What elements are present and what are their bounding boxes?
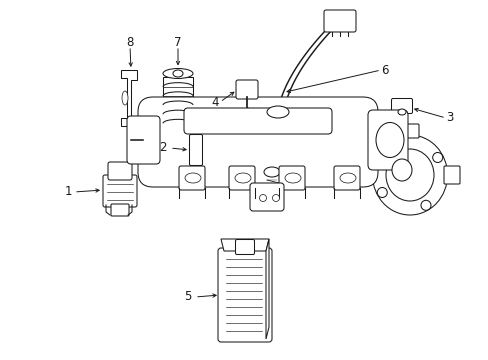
- Ellipse shape: [266, 106, 288, 118]
- FancyBboxPatch shape: [179, 166, 204, 190]
- FancyBboxPatch shape: [324, 10, 355, 32]
- FancyBboxPatch shape: [111, 204, 129, 216]
- Ellipse shape: [397, 109, 405, 115]
- Polygon shape: [221, 239, 268, 251]
- Ellipse shape: [163, 68, 193, 78]
- Polygon shape: [246, 110, 259, 124]
- FancyBboxPatch shape: [391, 99, 412, 113]
- Ellipse shape: [372, 135, 447, 215]
- FancyBboxPatch shape: [249, 183, 284, 211]
- Text: 6: 6: [381, 63, 388, 77]
- Ellipse shape: [259, 194, 266, 202]
- FancyBboxPatch shape: [103, 175, 137, 207]
- FancyBboxPatch shape: [183, 108, 331, 134]
- FancyBboxPatch shape: [367, 110, 407, 170]
- FancyBboxPatch shape: [172, 131, 183, 144]
- FancyBboxPatch shape: [279, 166, 305, 190]
- Ellipse shape: [377, 188, 386, 198]
- FancyBboxPatch shape: [333, 166, 359, 190]
- FancyBboxPatch shape: [127, 116, 160, 164]
- Text: 3: 3: [446, 112, 453, 125]
- Text: 4: 4: [211, 95, 218, 108]
- Bar: [163, 77, 193, 132]
- FancyBboxPatch shape: [189, 135, 202, 166]
- Ellipse shape: [285, 173, 301, 183]
- FancyBboxPatch shape: [218, 248, 271, 342]
- Ellipse shape: [391, 159, 411, 181]
- Text: 2: 2: [159, 141, 166, 154]
- FancyBboxPatch shape: [400, 124, 418, 138]
- Polygon shape: [265, 239, 268, 339]
- Polygon shape: [121, 70, 137, 126]
- Text: 5: 5: [184, 291, 191, 303]
- FancyBboxPatch shape: [443, 166, 459, 184]
- Ellipse shape: [235, 173, 250, 183]
- FancyBboxPatch shape: [108, 162, 132, 180]
- Text: 7: 7: [174, 36, 182, 49]
- FancyBboxPatch shape: [236, 80, 258, 99]
- Ellipse shape: [375, 122, 403, 157]
- Ellipse shape: [122, 91, 128, 105]
- FancyBboxPatch shape: [228, 166, 254, 190]
- Ellipse shape: [385, 149, 433, 201]
- Text: 8: 8: [126, 36, 133, 49]
- Ellipse shape: [173, 70, 183, 77]
- Ellipse shape: [184, 173, 201, 183]
- Ellipse shape: [420, 200, 430, 210]
- Ellipse shape: [339, 173, 355, 183]
- Ellipse shape: [388, 140, 398, 150]
- Ellipse shape: [272, 194, 279, 202]
- FancyBboxPatch shape: [138, 97, 377, 187]
- Ellipse shape: [432, 153, 442, 162]
- FancyBboxPatch shape: [235, 239, 254, 255]
- Text: 1: 1: [64, 185, 72, 198]
- Ellipse shape: [264, 167, 280, 177]
